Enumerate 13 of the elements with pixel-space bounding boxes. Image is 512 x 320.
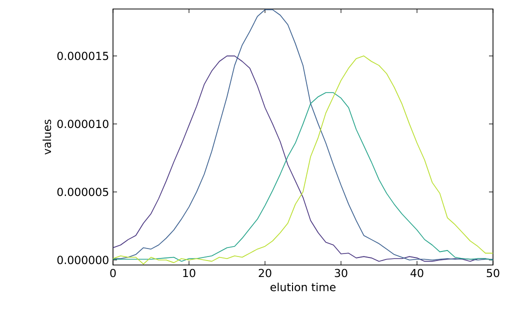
x-tick-label: 10 [183, 268, 196, 278]
y-tick-label: 0.000000 [57, 256, 108, 264]
y-axis-title: values [42, 120, 52, 155]
y-tick-label: 0.000005 [57, 188, 108, 196]
x-tick-label: 20 [258, 268, 272, 278]
y-tick-label: 0.000015 [57, 52, 108, 60]
y-tick-label: 0.000010 [57, 120, 108, 128]
x-tick-label: 30 [334, 268, 348, 278]
x-tick-label: 50 [486, 268, 500, 278]
x-tick-label: 0 [110, 268, 116, 278]
x-tick-label: 40 [410, 268, 424, 278]
line-series [113, 9, 494, 260]
x-axis-title: elution time [270, 282, 336, 292]
